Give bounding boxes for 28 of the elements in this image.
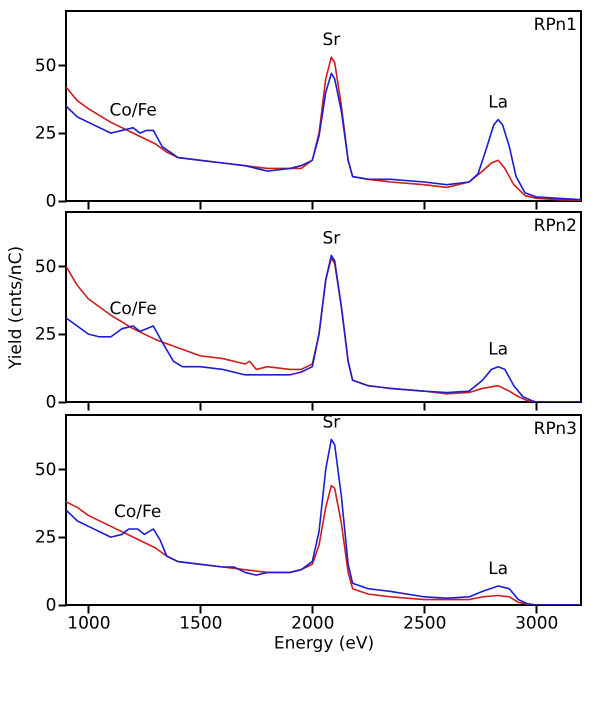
y-tick-label: 50 bbox=[34, 56, 56, 76]
y-tick-label: 25 bbox=[34, 528, 56, 548]
annotation: RPn2 bbox=[534, 216, 577, 236]
y-tick-label: 25 bbox=[34, 124, 56, 144]
annotation: Co/Fe bbox=[110, 299, 157, 319]
annotation: RPn1 bbox=[534, 15, 577, 35]
y-tick-label: 25 bbox=[34, 324, 56, 345]
annotation: La bbox=[488, 559, 508, 579]
annotation: Sr bbox=[322, 228, 340, 248]
annotation: Co/Fe bbox=[114, 502, 162, 522]
y-tick-label: 50 bbox=[34, 256, 56, 277]
x-axis-title: Energy (eV) bbox=[274, 634, 374, 654]
y-tick-label: 0 bbox=[46, 192, 56, 212]
y-tick-label: 0 bbox=[46, 392, 56, 412]
y-tick-label: 0 bbox=[46, 596, 56, 616]
line-series bbox=[66, 438, 581, 605]
x-tick-label: 1000 bbox=[67, 614, 111, 634]
x-tick-label: 3000 bbox=[515, 614, 558, 634]
annotation: RPn3 bbox=[534, 419, 577, 439]
annotation: La bbox=[488, 340, 508, 360]
y-tick-label: 50 bbox=[34, 460, 56, 480]
x-tick-label: 2500 bbox=[403, 614, 446, 634]
annotation: La bbox=[488, 92, 508, 113]
annotation: Sr bbox=[322, 30, 340, 50]
x-tick-label: 2000 bbox=[291, 614, 334, 634]
annotation: Co/Fe bbox=[110, 100, 157, 121]
x-tick-label: 1500 bbox=[179, 614, 222, 634]
y-axis-title: Yield (cnts/nC) bbox=[6, 246, 26, 370]
